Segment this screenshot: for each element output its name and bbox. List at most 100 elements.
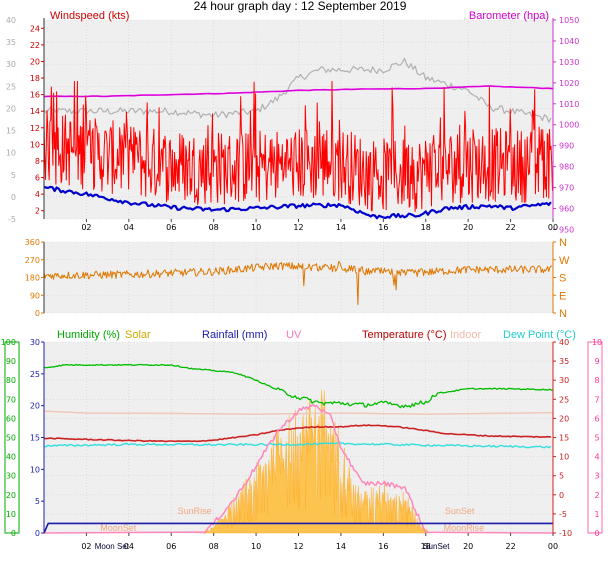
humidity-tick-label: 0 <box>11 529 16 538</box>
panel1-right-tick-label: 1000 <box>559 121 579 130</box>
temperature-tick-label: 20 <box>559 414 569 423</box>
panel2-left-tick-label: 180 <box>25 274 40 283</box>
legend-barometer: Barometer (hpa) <box>469 10 549 22</box>
panel3-hour-label: 04 <box>124 542 134 551</box>
panel1-outer-tick-label: 15 <box>6 127 16 136</box>
rain-tick-label: 10 <box>30 465 40 474</box>
panel1-outer-tick-label: 30 <box>6 60 16 69</box>
panel1-hour-label: 18 <box>421 223 431 232</box>
panel1-inner-tick-label: 6 <box>35 174 40 183</box>
panel1-outer-tick-label: 40 <box>6 16 16 25</box>
humidity-tick-label: 70 <box>6 395 16 404</box>
panel3-hour-label: 16 <box>378 542 388 551</box>
temperature-tick-label: -5 <box>559 510 567 519</box>
panel1-hour-label: 20 <box>463 223 473 232</box>
humidity-axis-strip <box>4 341 20 534</box>
panel1-outer-tick-label: 5 <box>11 171 16 180</box>
panel1-inner-tick-label: 24 <box>30 24 40 33</box>
panel2-left-tick-label: 360 <box>25 238 40 247</box>
panel1-right-tick-label: 970 <box>559 184 574 193</box>
uv-tick-label: 2 <box>594 491 599 500</box>
panel3-hour-label: 20 <box>463 542 473 551</box>
panel3-hour-label: 14 <box>336 542 346 551</box>
panel1-right-tick-label: 960 <box>559 205 574 214</box>
average-wind-series <box>43 185 552 220</box>
panel1-outer-tick-label: -5 <box>8 215 16 224</box>
panel3-hour-label: 22 <box>505 542 515 551</box>
panel1-hour-label: 06 <box>166 223 176 232</box>
uv-series <box>43 403 554 534</box>
rain-tick-label: 20 <box>30 402 40 411</box>
panel1-hour-label: 02 <box>81 223 91 232</box>
legend-temperature: Temperature (°C) <box>362 329 446 341</box>
temperature-tick-label: 35 <box>559 357 569 366</box>
panel2-series <box>43 260 553 306</box>
panel1-hour-label: 08 <box>209 223 219 232</box>
rain-tick-label: 25 <box>30 370 40 379</box>
panel1-hour-label: 16 <box>378 223 388 232</box>
temperature-tick-label: 0 <box>559 491 564 500</box>
solar-area <box>198 389 431 534</box>
humidity-tick-label: 30 <box>6 472 16 481</box>
panel1-series <box>43 57 554 220</box>
panel1-inner-tick-label: 18 <box>30 74 40 83</box>
panel3-legend: Humidity (%) Solar Rainfall (mm) UV Temp… <box>57 329 576 341</box>
annotation-label: SunSet <box>445 506 475 516</box>
temperature-tick-label: 5 <box>559 472 564 481</box>
panel2-left-tick-label: 90 <box>30 291 40 300</box>
panel1-outer-tick-label: 10 <box>6 149 16 158</box>
rain-tick-label: 0 <box>35 529 40 538</box>
panel1-right-tick-label: 1030 <box>559 58 579 67</box>
humidity-tick-label: 40 <box>6 453 16 462</box>
annotation-label: Moon Set <box>95 542 130 551</box>
humidity-tick-label: 20 <box>6 491 16 500</box>
annotation-label: MoonSet <box>100 523 137 533</box>
rain-tick-label: 5 <box>35 497 40 506</box>
panel2-right-tick-label: N <box>559 308 567 320</box>
panel1-right-tick-label: 950 <box>559 225 574 234</box>
panel1-outer-tick-label: 25 <box>6 82 16 91</box>
uv-tick-label: 10 <box>592 338 602 347</box>
panel3-series <box>43 363 554 534</box>
panel1-hour-label: 14 <box>336 223 346 232</box>
legend-solar: Solar <box>125 329 151 341</box>
uv-tick-label: 9 <box>594 357 599 366</box>
panel2-gridlines <box>43 241 554 314</box>
uv-tick-label: 4 <box>594 453 599 462</box>
temperature-tick-label: 40 <box>559 338 569 347</box>
panel3-hour-label: 08 <box>209 542 219 551</box>
rain-tick-label: 30 <box>30 338 40 347</box>
panel2-right-tick-label: W <box>559 255 570 267</box>
panel1-hour-label: 00 <box>548 223 558 232</box>
wind-direction-series <box>43 260 553 306</box>
legend-indoor: Indoor <box>450 329 482 341</box>
panel3-hour-label: 10 <box>251 542 261 551</box>
panel1-inner-tick-label: 16 <box>30 91 40 100</box>
panel1-outer-tick-label: 35 <box>6 38 16 47</box>
panel1-inner-tick-label: 2 <box>35 207 40 216</box>
legend-dewpoint: Dew Point (°C) <box>503 329 576 341</box>
panel1-right-tick-label: 1040 <box>559 37 579 46</box>
humidity-tick-label: 100 <box>1 338 16 347</box>
uv-tick-label: 8 <box>594 376 599 385</box>
panel1-outer-tick-label: 0 <box>11 193 16 202</box>
panel1-inner-tick-label: 8 <box>35 157 40 166</box>
panel3-hour-label: 12 <box>293 542 303 551</box>
panel2-right-tick-label: S <box>559 273 566 285</box>
legend-uv: UV <box>286 329 302 341</box>
panel1-right-tick-label: 1050 <box>559 16 579 25</box>
barometer-series <box>43 85 554 98</box>
panel3-hour-label: 00 <box>548 542 558 551</box>
annotation-label: MoonRise <box>444 523 485 533</box>
panel2-right-tick-label: N <box>559 237 567 249</box>
panel1-hour-label: 10 <box>251 223 261 232</box>
panel1-inner-tick-label: 12 <box>30 124 40 133</box>
uv-tick-label: 0 <box>594 529 599 538</box>
panel1-right-tick-label: 990 <box>559 142 574 151</box>
annotation-label: SunRise <box>178 506 212 516</box>
uv-tick-label: 7 <box>594 395 599 404</box>
temperature-tick-label: -10 <box>559 529 572 538</box>
